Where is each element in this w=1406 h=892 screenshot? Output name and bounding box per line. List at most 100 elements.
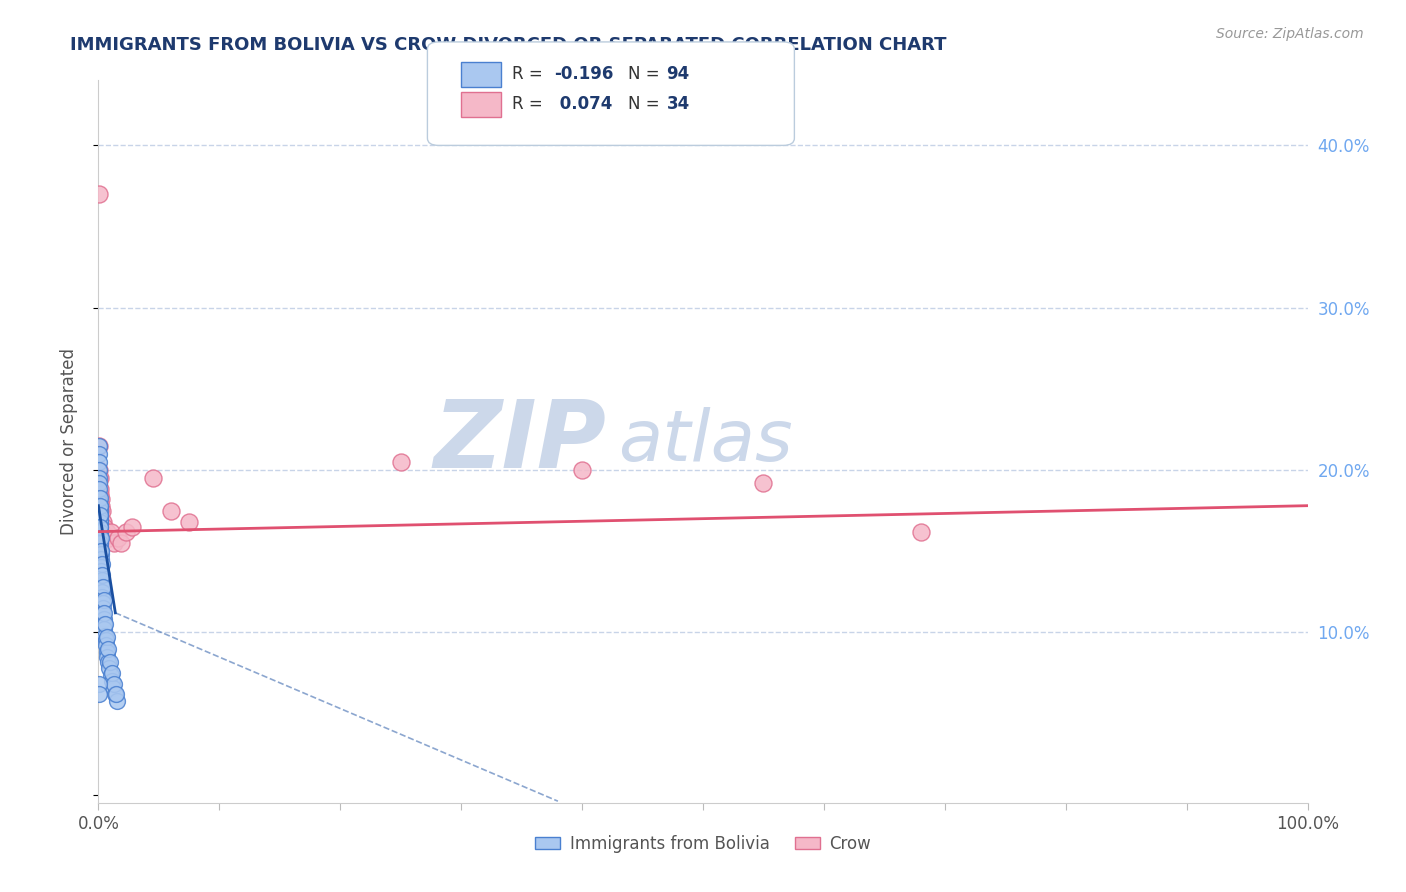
Point (90, 564, 112, 578)
Text: Source: ZipAtlas.com: Source: ZipAtlas.com (1216, 27, 1364, 41)
Point (87, 495, 110, 509)
Point (87, 492, 110, 507)
Point (89, 508, 111, 523)
Text: IMMIGRANTS FROM BOLIVIA VS CROW DIVORCED OR SEPARATED CORRELATION CHART: IMMIGRANTS FROM BOLIVIA VS CROW DIVORCED… (70, 36, 946, 54)
Point (910, 524, 932, 539)
Point (91, 503, 114, 517)
Point (89, 503, 111, 517)
Point (389, 455, 412, 469)
Point (87, 447, 110, 461)
Point (96, 630, 118, 644)
Point (87, 531, 110, 545)
Point (91, 580, 114, 594)
Point (96, 649, 118, 664)
Point (160, 503, 183, 517)
Point (115, 524, 138, 539)
Point (93, 592, 115, 607)
Point (571, 463, 593, 477)
Point (89, 471, 111, 485)
Text: 34: 34 (666, 95, 690, 113)
Point (87, 508, 110, 523)
Point (89, 536, 111, 550)
Point (96, 645, 118, 659)
Point (91, 606, 114, 620)
Point (94, 629, 117, 643)
Point (107, 531, 129, 545)
Point (87, 503, 110, 517)
Point (89, 531, 111, 545)
Point (89, 471, 111, 485)
Point (89, 508, 111, 523)
Point (91, 601, 114, 615)
Point (110, 536, 132, 550)
Point (87, 520, 110, 534)
Point (105, 693, 128, 707)
Point (89, 515, 111, 529)
Point (101, 681, 124, 695)
Text: R =: R = (512, 65, 548, 83)
Point (98, 661, 121, 675)
Text: N =: N = (628, 65, 665, 83)
Point (93, 612, 115, 626)
Point (90, 574, 112, 588)
Point (100, 673, 122, 688)
Point (179, 515, 201, 529)
Point (90, 568, 112, 582)
Point (93, 617, 115, 632)
Point (104, 687, 127, 701)
Point (89, 515, 111, 529)
Point (94, 633, 117, 648)
Point (89, 520, 111, 534)
Point (87, 515, 110, 529)
Point (96, 524, 118, 539)
Point (89, 511, 111, 525)
Text: ZIP: ZIP (433, 395, 606, 488)
Point (89, 536, 111, 550)
Text: -0.196: -0.196 (554, 65, 613, 83)
Point (91, 590, 114, 604)
Point (94, 528, 117, 542)
Point (89, 508, 111, 523)
Point (89, 515, 111, 529)
Point (90, 557, 112, 571)
Point (87, 463, 110, 477)
Point (89, 471, 111, 485)
Point (87, 499, 110, 513)
Point (90, 560, 112, 574)
Y-axis label: Divorced or Separated: Divorced or Separated (59, 348, 77, 535)
Point (97, 641, 120, 656)
Point (89, 524, 111, 539)
Point (89, 541, 111, 555)
Point (90, 548, 112, 562)
Point (89, 483, 111, 497)
Point (103, 677, 125, 691)
Point (87, 508, 110, 523)
Point (90, 580, 112, 594)
Point (89, 524, 111, 539)
Point (96, 638, 118, 652)
Text: atlas: atlas (619, 407, 793, 476)
Point (90, 544, 112, 558)
Point (94, 617, 117, 632)
Point (89, 499, 111, 513)
Point (93, 606, 115, 620)
Point (98, 655, 121, 669)
Point (93, 622, 115, 636)
Point (100, 524, 122, 539)
Point (87, 471, 110, 485)
Point (90, 492, 112, 507)
Point (89, 495, 111, 509)
Point (100, 665, 122, 680)
Point (98, 531, 121, 545)
Point (90, 544, 112, 558)
Point (91, 584, 114, 599)
Point (89, 483, 111, 497)
Point (89, 499, 111, 513)
Point (87, 499, 110, 513)
Point (89, 515, 111, 529)
Point (91, 568, 114, 582)
Point (100, 667, 122, 681)
Point (89, 503, 111, 517)
Point (87, 463, 110, 477)
Text: 0.074: 0.074 (554, 95, 613, 113)
